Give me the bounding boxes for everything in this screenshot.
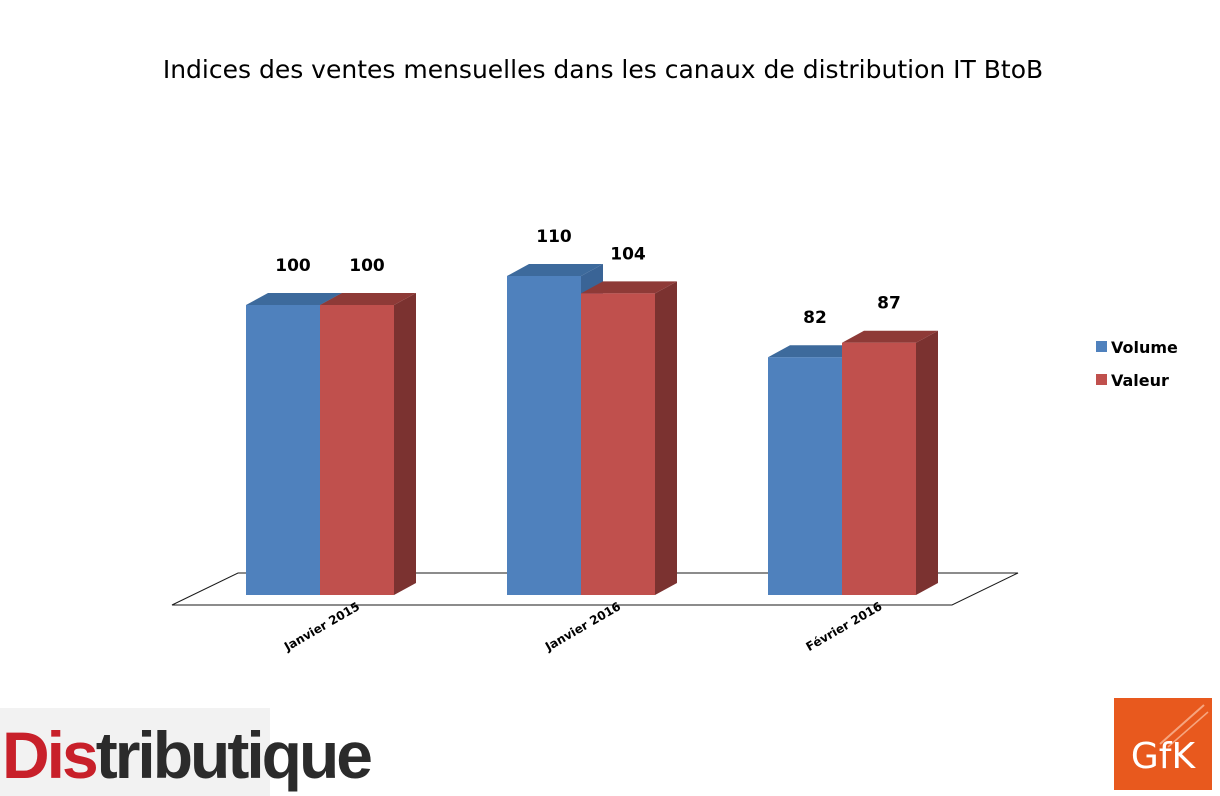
data-label-valeur-1: 100 <box>349 256 385 276</box>
bar-valeur-1 <box>320 293 416 595</box>
bar-front-face <box>842 342 916 595</box>
bar-top-face <box>842 330 938 343</box>
legend-label-volume: Volume <box>1111 338 1178 357</box>
bar-top-face <box>581 281 677 294</box>
svg-text:Distributique: Distributique <box>2 718 371 792</box>
data-label-volume-1: 100 <box>275 256 311 276</box>
data-label-volume-2: 110 <box>536 227 572 247</box>
bars-layer <box>246 264 938 595</box>
bar-front-face <box>581 293 655 595</box>
tick-label-3: Février 2016 <box>804 599 885 654</box>
tick-label-2: Janvier 2016 <box>542 599 623 654</box>
bar-side-face <box>394 293 416 595</box>
bar-top-face <box>507 264 603 276</box>
bar-front-face <box>320 305 394 595</box>
svg-text:GfK: GfK <box>1131 736 1197 777</box>
legend-swatch-volume <box>1096 341 1107 352</box>
bar-top-face <box>246 293 342 305</box>
bar-top-face <box>320 293 416 305</box>
gfk-logo: GfK <box>1114 698 1212 790</box>
bar-valeur-2 <box>581 281 677 595</box>
bar-valeur-3 <box>842 330 938 595</box>
bar-side-face <box>916 330 938 595</box>
bar-front-face <box>768 357 842 595</box>
legend: Volume Valeur <box>1096 338 1178 390</box>
bar-top-face <box>768 345 864 358</box>
chart-title: Indices des ventes mensuelles dans les c… <box>163 55 1043 84</box>
distributique-logo: Distributique <box>0 708 374 796</box>
legend-label-valeur: Valeur <box>1111 371 1169 390</box>
data-label-valeur-3: 87 <box>877 294 901 314</box>
bar-side-face <box>655 281 677 595</box>
ticks-layer: Janvier 2015 Janvier 2016 Février 2016 <box>281 599 884 654</box>
data-label-valeur-2: 104 <box>610 244 646 264</box>
labels-layer: 100 100 110 104 82 87 <box>275 227 901 328</box>
bar-front-face <box>246 305 320 595</box>
tick-label-1: Janvier 2015 <box>281 599 362 654</box>
bar-front-face <box>507 276 581 595</box>
data-label-volume-3: 82 <box>803 308 827 328</box>
legend-swatch-valeur <box>1096 374 1107 385</box>
